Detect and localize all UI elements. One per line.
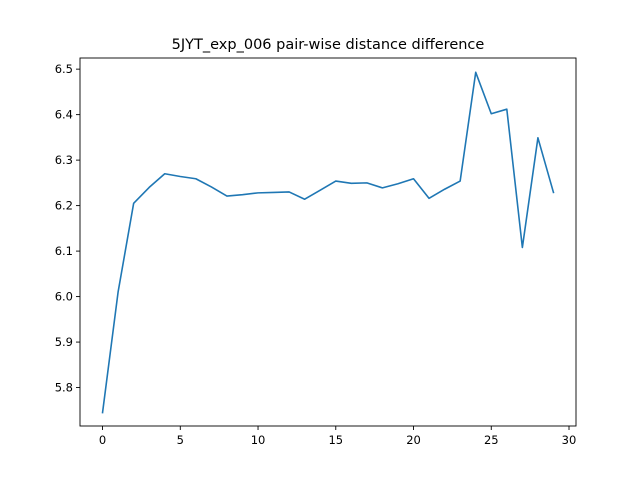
axes-frame: [79, 57, 577, 427]
x-tick-label-20: 20: [406, 433, 421, 447]
plot-area: 0 5 10 15 20 25 30 5.8 5.9 6.0 6.1 6.2 6.3 6.4 6.5: [55, 57, 577, 447]
x-tick-label-10: 10: [251, 433, 266, 447]
y-tick-label-4: 6.2: [55, 199, 73, 213]
x-tick-label-25: 25: [484, 433, 499, 447]
series-line-0: [101, 71, 555, 414]
x-tick-label-5: 5: [177, 433, 184, 447]
y-tick-label-1: 5.9: [55, 335, 73, 349]
y-tick-label-5: 6.3: [55, 153, 73, 167]
y-tick-label-6: 6.4: [55, 108, 73, 122]
y-tick-label-0: 5.8: [55, 381, 73, 395]
y-tick-label-2: 6.0: [55, 290, 73, 304]
x-tick-label-30: 30: [562, 433, 577, 447]
y-tick-label-7: 6.5: [55, 62, 73, 76]
x-tick-label-0: 0: [99, 433, 106, 447]
chart-title: 5JYT_exp_006 pair-wise distance differen…: [172, 37, 485, 53]
y-tick-label-3: 6.1: [55, 244, 73, 258]
x-tick-label-15: 15: [328, 433, 343, 447]
